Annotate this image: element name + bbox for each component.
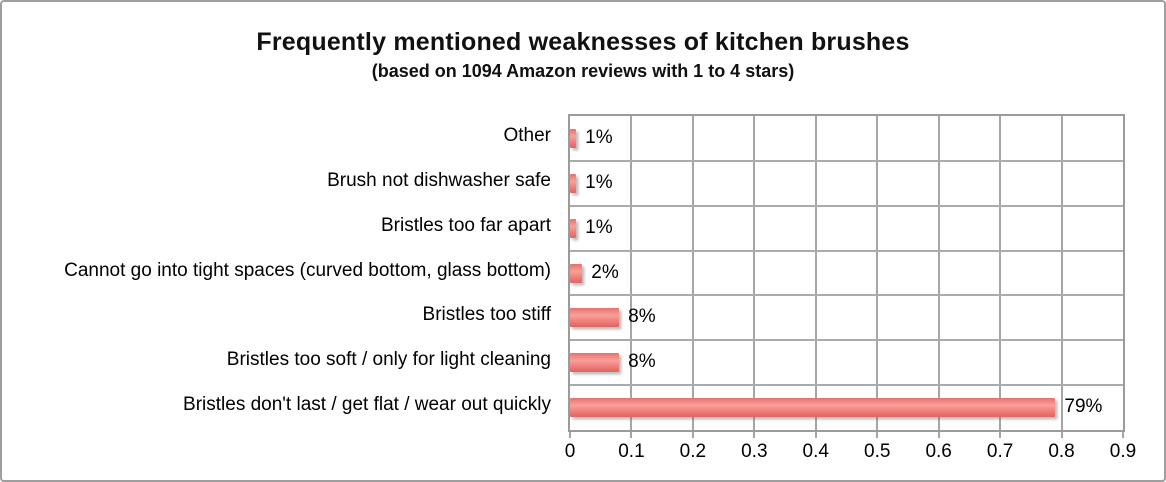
bar-1 [570, 128, 577, 148]
vertical-gridline [630, 116, 633, 430]
bar-6 [570, 353, 620, 373]
x-axis: 0 0.1 0.2 0.3 0.4 0.5 0.6 0.7 0.8 0.9 [565, 432, 1136, 468]
x-axis-tick [814, 432, 817, 438]
x-axis-tick [753, 432, 756, 438]
vertical-gridline [999, 116, 1002, 430]
x-axis-tick [999, 432, 1002, 438]
bar-value-label: 1% [585, 171, 613, 193]
vertical-gridline [937, 116, 940, 430]
category-label: Bristles too soft / only for light clean… [226, 349, 551, 371]
bar-7 [570, 398, 1056, 418]
horizontal-gridline [570, 159, 1123, 162]
x-axis-tick-label: 0.8 [1048, 441, 1075, 462]
x-axis-tick-label: 0 [564, 441, 576, 462]
x-axis-tick-label: 0.1 [618, 441, 645, 462]
category-label: Bristles don't last / get flat / wear ou… [183, 394, 551, 416]
bar-5 [570, 308, 620, 328]
vertical-gridline [1060, 116, 1063, 430]
horizontal-gridline [570, 249, 1123, 252]
bar-4 [570, 263, 583, 283]
vertical-gridline [691, 116, 694, 430]
bar-value-label: 8% [628, 306, 656, 328]
x-axis-tick-label: 0.4 [802, 441, 829, 462]
bar-3 [570, 218, 577, 238]
vertical-gridline [753, 116, 756, 430]
chart-subtitle: (based on 1094 Amazon reviews with 1 to … [371, 61, 795, 81]
plot-area: 1% 1% 1% 2% 8% 8% 79% [568, 114, 1125, 432]
horizontal-gridline [570, 384, 1123, 387]
x-axis-tick-label: 0.3 [741, 441, 768, 462]
category-label: Bristles too far apart [380, 214, 551, 236]
horizontal-gridline [570, 294, 1123, 297]
vertical-gridline [876, 116, 879, 430]
vertical-gridline [814, 116, 817, 430]
x-axis-tick [1122, 432, 1124, 438]
x-axis-tick [1060, 432, 1063, 438]
x-axis-tick [876, 432, 879, 438]
category-axis-labels: Other Brush not dishwasher safe Bristles t… [2, 114, 560, 432]
category-label: Bristles too stiff [422, 304, 551, 326]
category-label: Cannot go into tight spaces (curved bott… [64, 259, 551, 281]
bar-value-label: 2% [591, 261, 619, 283]
horizontal-gridline [570, 339, 1123, 342]
x-axis-tick [937, 432, 940, 438]
bar-value-label: 1% [585, 127, 613, 148]
bar-value-label: 1% [585, 216, 613, 238]
bar-value-label: 79% [1064, 396, 1103, 418]
bar-2 [570, 173, 577, 193]
x-axis-tick-label: 0.5 [864, 441, 891, 462]
x-axis-tick-label: 0.9 [1109, 441, 1137, 462]
category-label: Other [503, 125, 551, 146]
chart-title: Frequently mentioned weaknesses of kitch… [256, 28, 910, 56]
x-axis-tick-label: 0.6 [925, 441, 952, 462]
x-axis-tick-label: 0.7 [986, 441, 1014, 462]
category-label: Brush not dishwasher safe [327, 169, 551, 191]
x-axis-tick [630, 432, 633, 438]
x-axis-tick [569, 432, 571, 438]
horizontal-gridline [570, 204, 1123, 207]
bar-value-label: 8% [628, 351, 656, 373]
x-axis-tick [691, 432, 694, 438]
x-axis-tick-label: 0.2 [679, 441, 707, 462]
